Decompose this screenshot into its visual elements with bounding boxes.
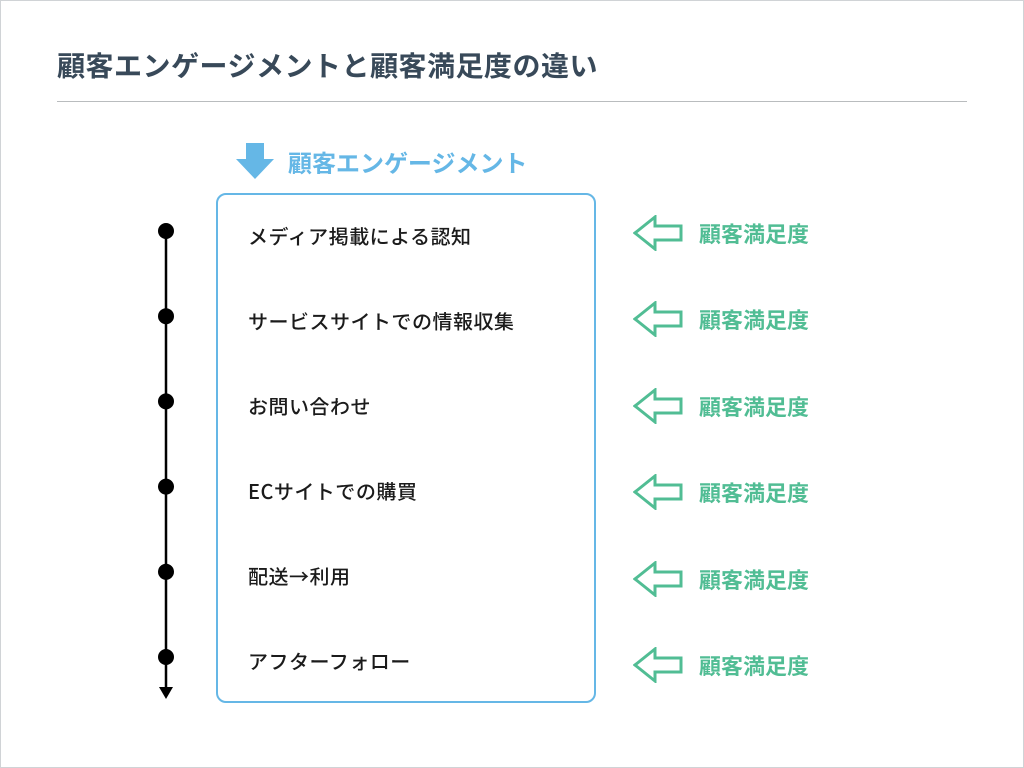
- left-arrow-icon: [633, 215, 683, 251]
- engagement-label: 顧客エンゲージメント: [288, 144, 528, 179]
- engagement-step: メディア掲載による認知: [248, 221, 570, 250]
- engagement-step: お問い合わせ: [248, 391, 570, 420]
- satisfaction-column: 顧客満足度顧客満足度顧客満足度顧客満足度顧客満足度顧客満足度: [633, 215, 809, 683]
- satisfaction-label: 顧客満足度: [699, 563, 809, 595]
- timeline-dot: [158, 649, 174, 665]
- timeline-dot: [158, 564, 174, 580]
- left-arrow-icon: [633, 388, 683, 424]
- satisfaction-row: 顧客満足度: [633, 474, 809, 510]
- engagement-step: アフターフォロー: [248, 646, 570, 675]
- timeline-arrow: [151, 219, 181, 699]
- title-rule: [57, 101, 967, 102]
- satisfaction-row: 顧客満足度: [633, 301, 809, 337]
- engagement-step: サービスサイトでの情報収集: [248, 306, 570, 335]
- satisfaction-label: 顧客満足度: [699, 476, 809, 508]
- satisfaction-label: 顧客満足度: [699, 217, 809, 249]
- page-title: 顧客エンゲージメントと顧客満足度の違い: [57, 45, 598, 85]
- satisfaction-row: 顧客満足度: [633, 388, 809, 424]
- satisfaction-label: 顧客満足度: [699, 303, 809, 335]
- satisfaction-label: 顧客満足度: [699, 390, 809, 422]
- timeline-dot: [158, 223, 174, 239]
- engagement-step: ECサイトでの購買: [248, 476, 570, 505]
- satisfaction-row: 顧客満足度: [633, 215, 809, 251]
- engagement-step: 配送→利用: [248, 561, 570, 590]
- slide-frame: 顧客エンゲージメントと顧客満足度の違い 顧客エンゲージメント メディア掲載による…: [0, 0, 1024, 768]
- left-arrow-icon: [633, 561, 683, 597]
- left-arrow-icon: [633, 301, 683, 337]
- satisfaction-row: 顧客満足度: [633, 561, 809, 597]
- timeline-dot: [158, 393, 174, 409]
- satisfaction-label: 顧客満足度: [699, 649, 809, 681]
- engagement-box: メディア掲載による認知サービスサイトでの情報収集お問い合わせ ECサイトでの購買配…: [216, 193, 596, 703]
- left-arrow-icon: [633, 474, 683, 510]
- timeline-dot: [158, 479, 174, 495]
- satisfaction-row: 顧客満足度: [633, 647, 809, 683]
- down-arrow-icon: [236, 141, 274, 181]
- timeline-dot: [158, 308, 174, 324]
- engagement-header: 顧客エンゲージメント: [236, 141, 528, 181]
- left-arrow-icon: [633, 647, 683, 683]
